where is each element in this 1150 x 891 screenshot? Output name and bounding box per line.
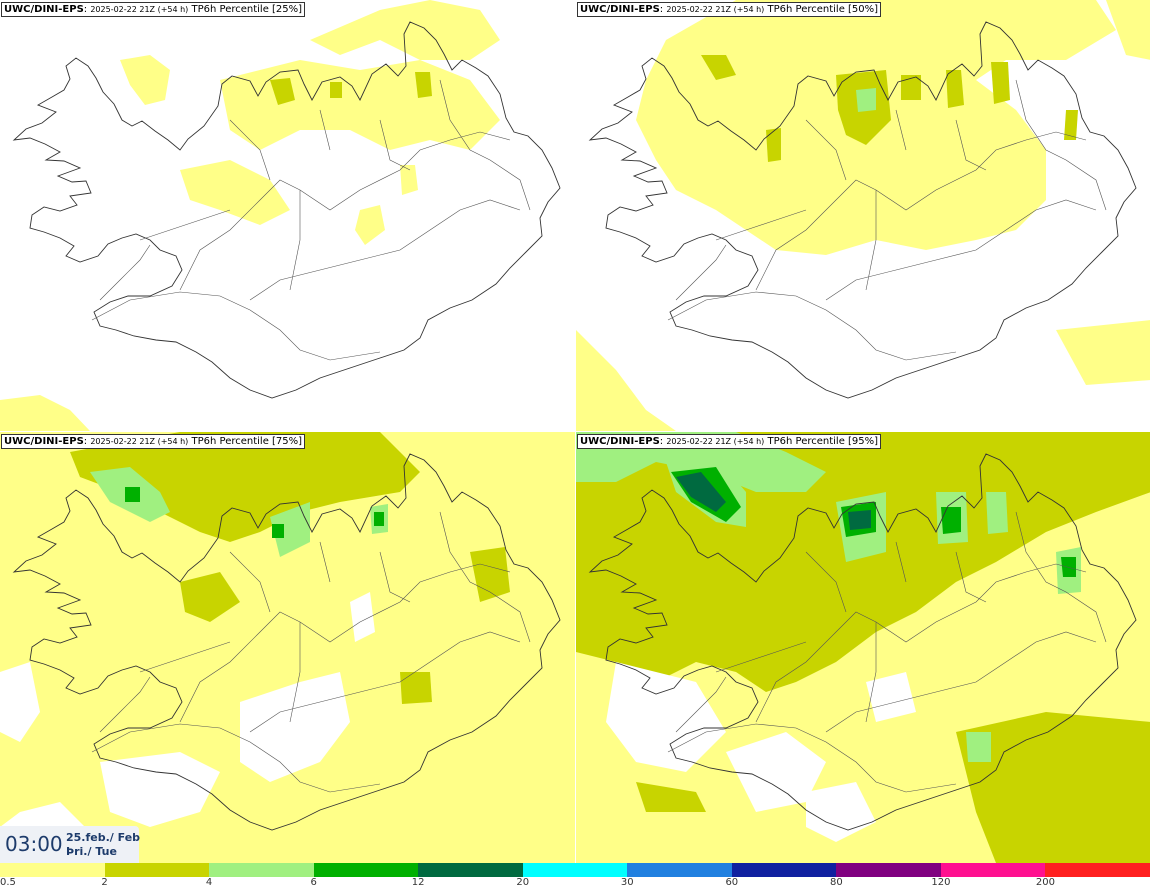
- legend-swatch: [940, 863, 1046, 877]
- panel-title: UWC/DINI-EPS: 2025-02-22 21Z (+54 h) TP6…: [577, 434, 882, 449]
- precip-map: [576, 432, 1150, 863]
- map-panel-p25: UWC/DINI-EPS: 2025-02-22 21Z (+54 h) TP6…: [0, 0, 575, 431]
- legend-tick-label: 2: [101, 877, 108, 888]
- panel-title: UWC/DINI-EPS: 2025-02-22 21Z (+54 h) TP6…: [1, 2, 306, 17]
- legend-tick-label: 80: [829, 877, 843, 888]
- legend-tick-label: 12: [411, 877, 425, 888]
- map-panel-p50: UWC/DINI-EPS: 2025-02-22 21Z (+54 h) TP6…: [576, 0, 1150, 431]
- map-panel-p95: UWC/DINI-EPS: 2025-02-22 21Z (+54 h) TP6…: [576, 432, 1150, 863]
- valid-date: 25.feb./ Feb Þri./ Tue: [66, 831, 140, 859]
- legend-tick-label: 120: [931, 877, 951, 888]
- precip-field: [0, 432, 575, 863]
- valid-date-line: 25.feb./ Feb: [66, 831, 141, 844]
- legend-swatch: [1045, 863, 1150, 877]
- precip-map: [576, 0, 1150, 431]
- valid-time: 03:00: [5, 832, 63, 856]
- precip-field: [0, 0, 500, 431]
- legend-tick-label: 4: [205, 877, 213, 888]
- precip-map: [0, 0, 561, 431]
- valid-time-box: 03:00 25.feb./ Feb Þri./ Tue: [0, 826, 140, 863]
- legend-tick-label: 200: [1035, 877, 1055, 888]
- precip-field: [576, 0, 1150, 431]
- legend-swatch: [209, 863, 314, 877]
- legend-swatch: [836, 863, 941, 877]
- legend-tick-label: 60: [725, 877, 739, 888]
- legend-swatch: [522, 863, 628, 877]
- color-legend: 0.5 2 4 6 12 20 30 60 80 120 200: [0, 863, 1150, 891]
- legend-tick-label: 0.5: [0, 877, 16, 888]
- legend-bar: [0, 863, 1150, 877]
- legend-tick-label: 20: [516, 877, 530, 888]
- precip-map: [0, 432, 575, 863]
- panel-title: UWC/DINI-EPS: 2025-02-22 21Z (+54 h) TP6…: [577, 2, 882, 17]
- panel-title: UWC/DINI-EPS: 2025-02-22 21Z (+54 h) TP6…: [1, 434, 306, 449]
- legend-swatch: [104, 863, 210, 877]
- legend-tick-label: 6: [310, 877, 317, 888]
- precip-field: [576, 432, 1150, 863]
- valid-day-line: Þri./ Tue: [66, 845, 117, 858]
- legend-swatch: [313, 863, 419, 877]
- legend-swatch: [418, 863, 523, 877]
- legend-swatch: [0, 863, 105, 877]
- legend-swatch: [731, 863, 837, 877]
- legend-swatch: [627, 863, 732, 877]
- legend-tick-label: 30: [620, 877, 634, 888]
- map-panel-p75: UWC/DINI-EPS: 2025-02-22 21Z (+54 h) TP6…: [0, 432, 575, 863]
